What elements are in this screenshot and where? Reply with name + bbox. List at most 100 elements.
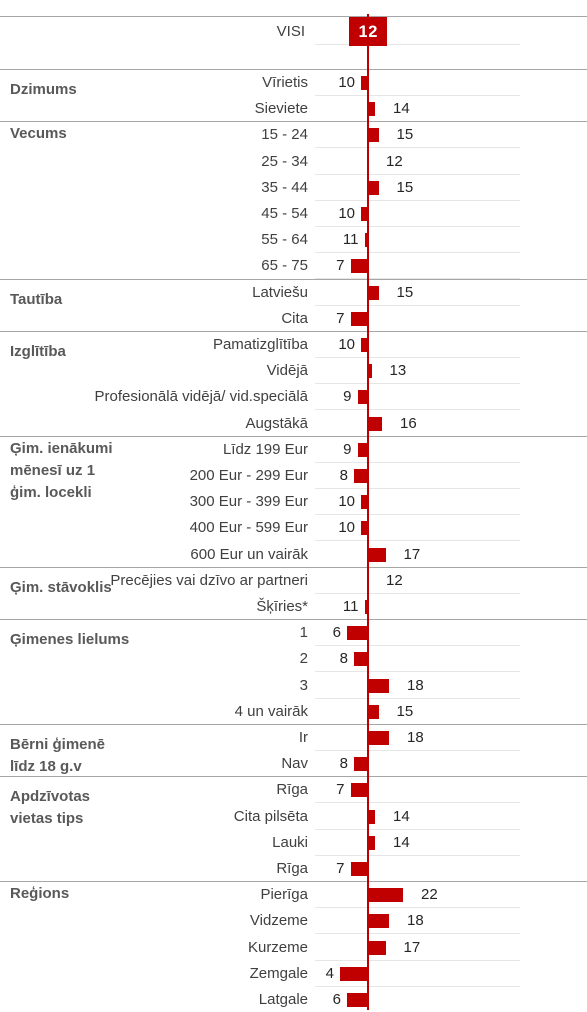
separator bbox=[0, 278, 587, 280]
separator bbox=[0, 331, 587, 332]
value-label: 10 bbox=[338, 336, 355, 353]
bar bbox=[368, 940, 386, 955]
value-label: 9 bbox=[343, 388, 352, 406]
value-label: 14 bbox=[393, 100, 410, 118]
group-heading: Tautība bbox=[10, 290, 63, 308]
category-label: Pierīga bbox=[260, 886, 308, 904]
value-label: 7 bbox=[336, 257, 345, 275]
bar bbox=[368, 285, 379, 300]
category-label: 3 bbox=[299, 676, 308, 694]
value-label: 10 bbox=[338, 519, 355, 537]
bar bbox=[368, 914, 389, 929]
value-label: 10 bbox=[338, 205, 355, 222]
grid-line bbox=[315, 252, 520, 254]
group-heading: Ģim. ienākumi mēnesī uz 1 ģim. locekli bbox=[10, 439, 113, 501]
grid-line bbox=[315, 933, 520, 935]
grid-line bbox=[315, 697, 520, 699]
separator bbox=[0, 881, 587, 883]
baseline bbox=[367, 14, 369, 1010]
separator bbox=[0, 619, 587, 621]
grid-line bbox=[315, 671, 520, 673]
value-label: 6 bbox=[332, 624, 341, 642]
category-label: Sieviete bbox=[254, 100, 308, 118]
bar bbox=[368, 835, 375, 850]
bar bbox=[361, 521, 368, 536]
bar bbox=[361, 495, 368, 510]
category-label: Rīga bbox=[276, 860, 308, 877]
bar bbox=[368, 809, 375, 824]
value-label: 12 bbox=[386, 152, 403, 170]
bar bbox=[368, 416, 382, 431]
category-label: 25 - 34 bbox=[261, 152, 308, 170]
grid-line bbox=[315, 357, 520, 358]
category-label: Latgale bbox=[258, 991, 308, 1008]
value-label: 18 bbox=[407, 912, 424, 930]
grid-line bbox=[315, 959, 520, 961]
value-label: 11 bbox=[342, 231, 359, 249]
bar bbox=[361, 207, 368, 221]
category-label: 65 - 75 bbox=[261, 257, 308, 275]
value-label: 17 bbox=[403, 545, 421, 563]
category-label: Profesionālā vidējā/ vid.speciālā bbox=[94, 388, 308, 406]
separator bbox=[0, 16, 587, 17]
grid-line bbox=[315, 514, 520, 516]
bar bbox=[368, 180, 379, 195]
value-label: 8 bbox=[339, 755, 348, 773]
separator bbox=[0, 724, 587, 725]
separator bbox=[0, 776, 587, 778]
value-label: 11 bbox=[342, 598, 359, 615]
value-label: 18 bbox=[407, 729, 424, 746]
grid-line bbox=[315, 461, 520, 463]
grid-line bbox=[315, 645, 520, 647]
value-label: 17 bbox=[403, 938, 421, 956]
value-label: 15 bbox=[396, 702, 414, 720]
grid-line bbox=[315, 540, 520, 542]
value-label: 13 bbox=[389, 362, 407, 380]
bar bbox=[368, 547, 386, 562]
category-label: 2 bbox=[299, 650, 308, 668]
category-label: Līdz 199 Eur bbox=[222, 440, 308, 458]
value-label: 16 bbox=[400, 414, 417, 432]
grid-line bbox=[315, 488, 520, 489]
category-label: Nav bbox=[281, 755, 308, 773]
bar bbox=[350, 311, 368, 326]
value-label: 18 bbox=[407, 676, 424, 694]
category-label: 600 Eur un vairāk bbox=[190, 545, 308, 563]
value-label: 15 bbox=[396, 126, 414, 144]
grid-line bbox=[315, 907, 520, 909]
value-label: 8 bbox=[339, 467, 348, 484]
separator bbox=[0, 69, 587, 70]
value-label: 14 bbox=[393, 833, 410, 851]
bar bbox=[368, 731, 389, 745]
value-label: 10 bbox=[338, 74, 355, 91]
bar bbox=[340, 966, 368, 981]
value-label: 8 bbox=[339, 650, 348, 668]
grid-line bbox=[315, 95, 520, 96]
category-label: 300 Eur - 399 Eur bbox=[189, 493, 308, 511]
category-label: Vīrietis bbox=[262, 74, 308, 91]
bar bbox=[357, 442, 368, 457]
value-label: 15 bbox=[396, 178, 414, 196]
category-label: Lauki bbox=[272, 833, 308, 851]
category-label: 4 un vairāk bbox=[234, 702, 308, 720]
grid-line bbox=[315, 854, 520, 856]
grid-line bbox=[315, 828, 520, 830]
bar bbox=[368, 102, 375, 117]
category-label: VISI bbox=[276, 23, 305, 40]
category-label: Pamatizglītība bbox=[212, 336, 308, 353]
bar bbox=[350, 259, 368, 274]
group-heading: Ģimenes lielums bbox=[10, 631, 130, 649]
bar bbox=[368, 888, 403, 903]
group-heading: Bērni ģimenē līdz 18 g.v bbox=[10, 736, 106, 775]
grid-line bbox=[315, 750, 520, 751]
category-label: 35 - 44 bbox=[261, 178, 308, 196]
grid-line bbox=[315, 226, 520, 227]
bar bbox=[350, 783, 368, 798]
category-label: Rīga bbox=[276, 781, 308, 799]
value-label: 6 bbox=[332, 991, 341, 1008]
value-label: 9 bbox=[343, 440, 352, 458]
bar bbox=[350, 862, 368, 876]
group-heading: Ģim. stāvoklis bbox=[10, 578, 112, 596]
category-label: Vidējā bbox=[266, 362, 308, 380]
grid-line bbox=[315, 409, 520, 411]
